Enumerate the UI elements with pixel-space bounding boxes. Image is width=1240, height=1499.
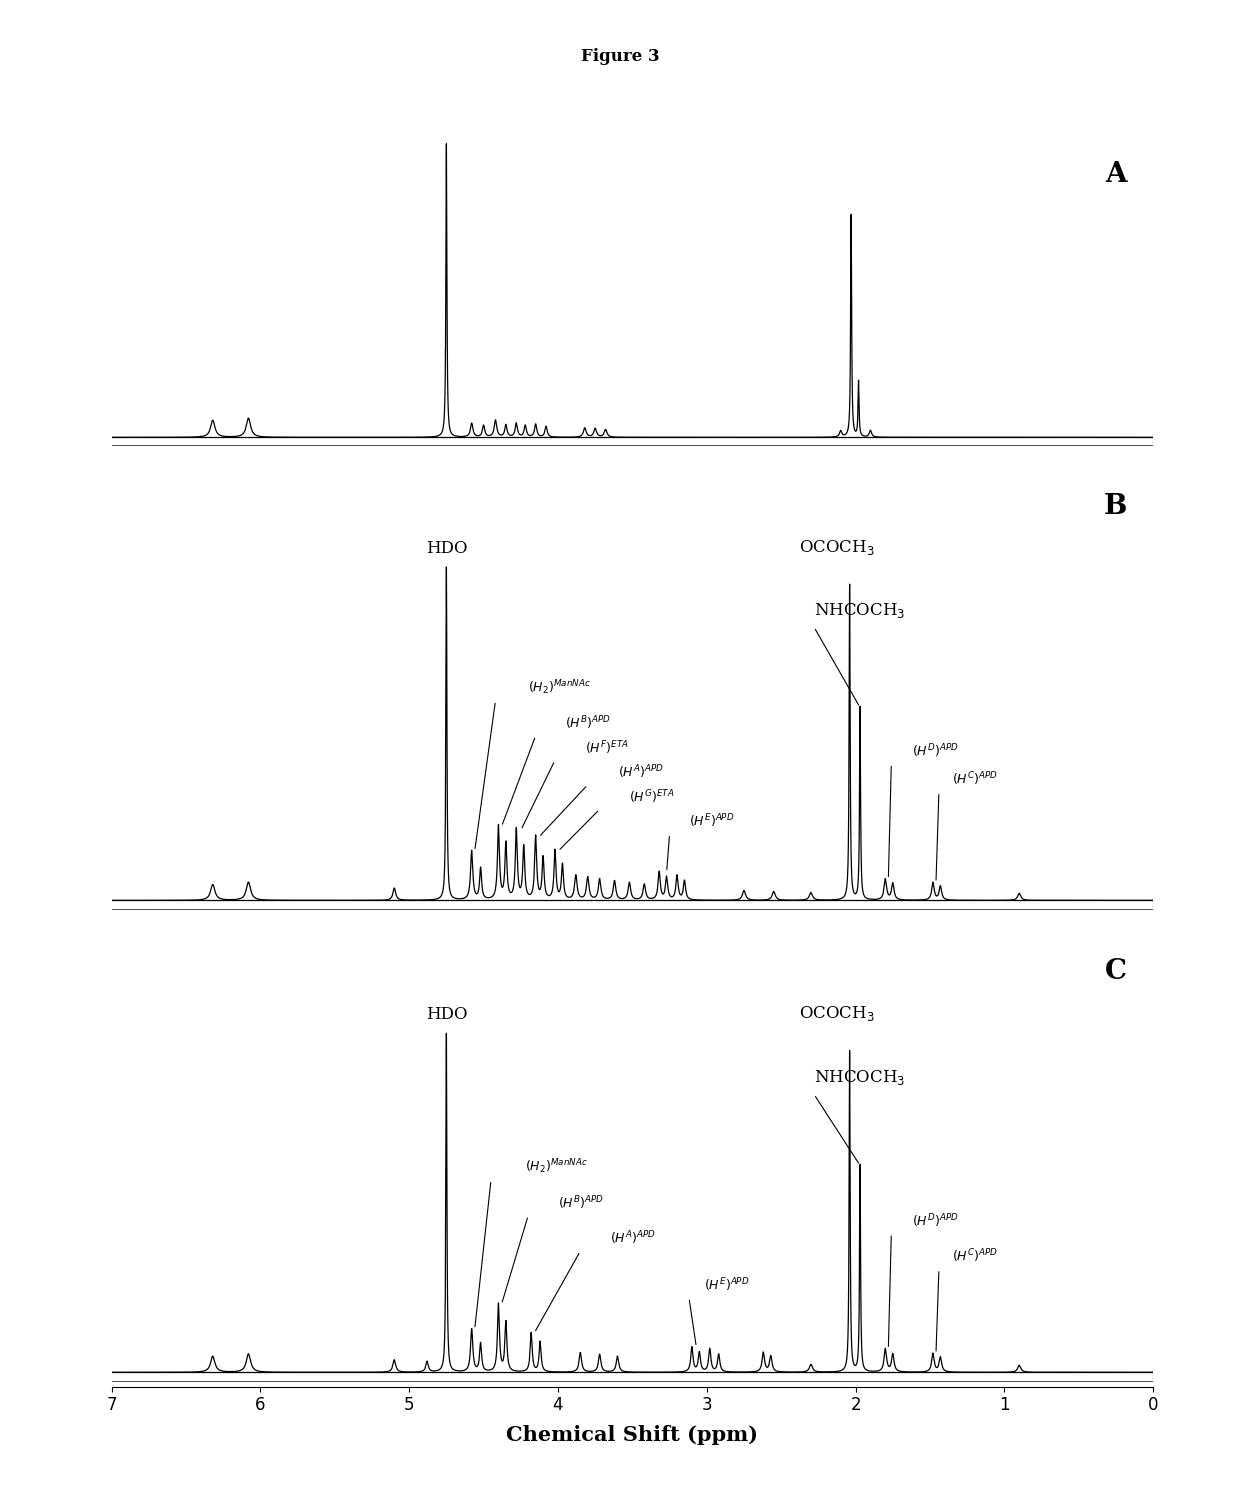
- Text: A: A: [1106, 160, 1127, 187]
- Text: $(H^C)^{APD}$: $(H^C)^{APD}$: [952, 1247, 998, 1265]
- Text: C: C: [1105, 958, 1127, 985]
- Text: NHCOCH$_3$: NHCOCH$_3$: [813, 1067, 905, 1087]
- Text: $(H^A)^{APD}$: $(H^A)^{APD}$: [618, 763, 663, 781]
- Text: $(H_2)^{ManNAc}$: $(H_2)^{ManNAc}$: [528, 679, 591, 697]
- Text: B: B: [1104, 493, 1127, 520]
- Text: $(H^A)^{APD}$: $(H^A)^{APD}$: [610, 1229, 656, 1247]
- Text: $(H^E)^{APD}$: $(H^E)^{APD}$: [704, 1276, 749, 1294]
- Text: $(H^B)^{APD}$: $(H^B)^{APD}$: [558, 1195, 604, 1211]
- Text: $(H^E)^{APD}$: $(H^E)^{APD}$: [689, 812, 734, 830]
- Text: Figure 3: Figure 3: [580, 48, 660, 64]
- Text: $(H^C)^{APD}$: $(H^C)^{APD}$: [952, 770, 998, 788]
- Text: $(H^F)^{ETA}$: $(H^F)^{ETA}$: [585, 739, 629, 757]
- Text: OCOCH$_3$: OCOCH$_3$: [799, 1004, 875, 1022]
- Text: $(H^G)^{ETA}$: $(H^G)^{ETA}$: [630, 788, 675, 806]
- Text: $(H^D)^{APD}$: $(H^D)^{APD}$: [913, 1213, 959, 1229]
- X-axis label: Chemical Shift (ppm): Chemical Shift (ppm): [506, 1426, 759, 1445]
- Text: HDO: HDO: [425, 540, 467, 556]
- Text: $(H^B)^{APD}$: $(H^B)^{APD}$: [565, 715, 611, 732]
- Text: $(H^D)^{APD}$: $(H^D)^{APD}$: [913, 742, 959, 760]
- Text: OCOCH$_3$: OCOCH$_3$: [799, 538, 875, 556]
- Text: $(H_2)^{ManNAc}$: $(H_2)^{ManNAc}$: [526, 1157, 588, 1177]
- Text: NHCOCH$_3$: NHCOCH$_3$: [813, 601, 905, 621]
- Text: HDO: HDO: [425, 1006, 467, 1022]
